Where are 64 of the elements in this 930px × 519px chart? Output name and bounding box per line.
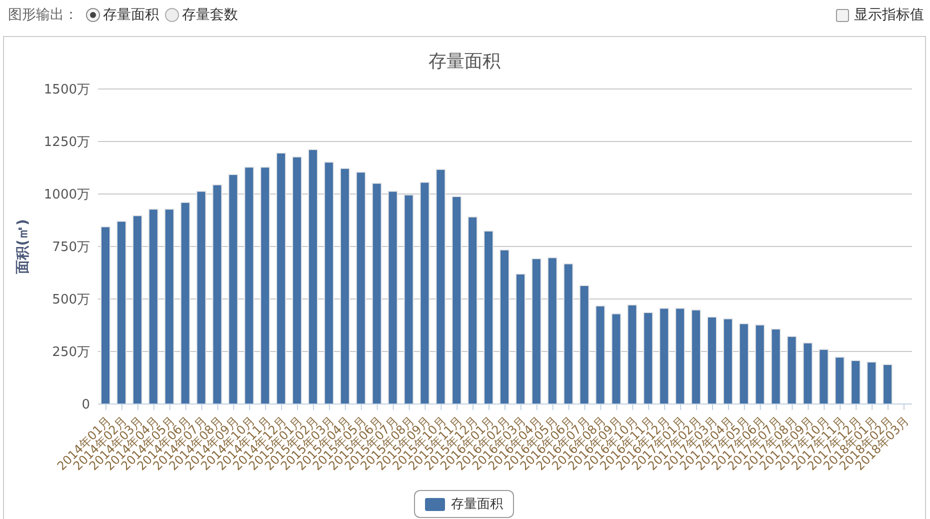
bar: [563, 263, 574, 404]
bar: [404, 194, 414, 404]
bar: [834, 356, 845, 404]
bar: [324, 162, 334, 404]
bar: [148, 208, 158, 404]
bar: [579, 285, 590, 404]
bar: [850, 360, 861, 404]
bar: [452, 196, 462, 404]
y-tick-label: 750万: [52, 240, 90, 256]
bar: [786, 336, 797, 404]
text: 图形输出：: [8, 6, 78, 24]
bar: [691, 309, 702, 404]
bar: [388, 190, 398, 404]
bar: [484, 230, 494, 404]
bar: [500, 249, 510, 404]
bar: [547, 257, 558, 404]
bar: [754, 324, 765, 404]
legend-label: 存量面积: [450, 496, 503, 513]
bar: [659, 308, 670, 404]
bar: [132, 215, 142, 404]
bar: [802, 342, 813, 404]
bar: [356, 172, 366, 404]
bar: [738, 323, 749, 404]
y-tick-label: 1000万: [44, 188, 90, 203]
bar: [372, 182, 382, 404]
bar: [116, 220, 126, 404]
bar: [228, 174, 238, 404]
bar: [627, 304, 638, 404]
y-tick-label: 1500万: [44, 82, 90, 98]
bar: [308, 148, 318, 404]
text: 存量套数: [182, 6, 238, 24]
bar: [180, 202, 190, 404]
chart-title: 存量面积: [428, 50, 502, 73]
bar: [531, 258, 542, 404]
bar: [770, 328, 781, 404]
bar: [340, 168, 350, 404]
bar: [515, 274, 526, 404]
bar: [595, 305, 606, 404]
bar: [818, 348, 829, 404]
bar: [196, 190, 206, 404]
y-tick-label: 250万: [52, 345, 90, 360]
y-tick-label: 0: [82, 398, 90, 413]
bar: [292, 156, 302, 404]
text: 显示指标值: [854, 6, 924, 24]
text: 存量面积: [103, 6, 159, 24]
bar: [100, 226, 110, 404]
y-tick-label: 500万: [52, 292, 90, 308]
bar: [722, 318, 733, 404]
bar: [276, 152, 286, 404]
bar: [707, 316, 718, 404]
bar: [866, 362, 877, 404]
y-axis-title: 面积(㎡): [14, 219, 31, 275]
bar: [420, 182, 430, 404]
bar: [882, 364, 893, 404]
bar: [436, 168, 446, 404]
bar: [260, 166, 270, 404]
bar: [675, 308, 686, 404]
y-tick-label: 1250万: [44, 135, 90, 150]
bar: [212, 184, 222, 404]
bar: [611, 313, 622, 404]
bar: [468, 216, 478, 404]
bar: [244, 166, 254, 404]
bar: [643, 312, 654, 404]
bar: [164, 208, 174, 404]
